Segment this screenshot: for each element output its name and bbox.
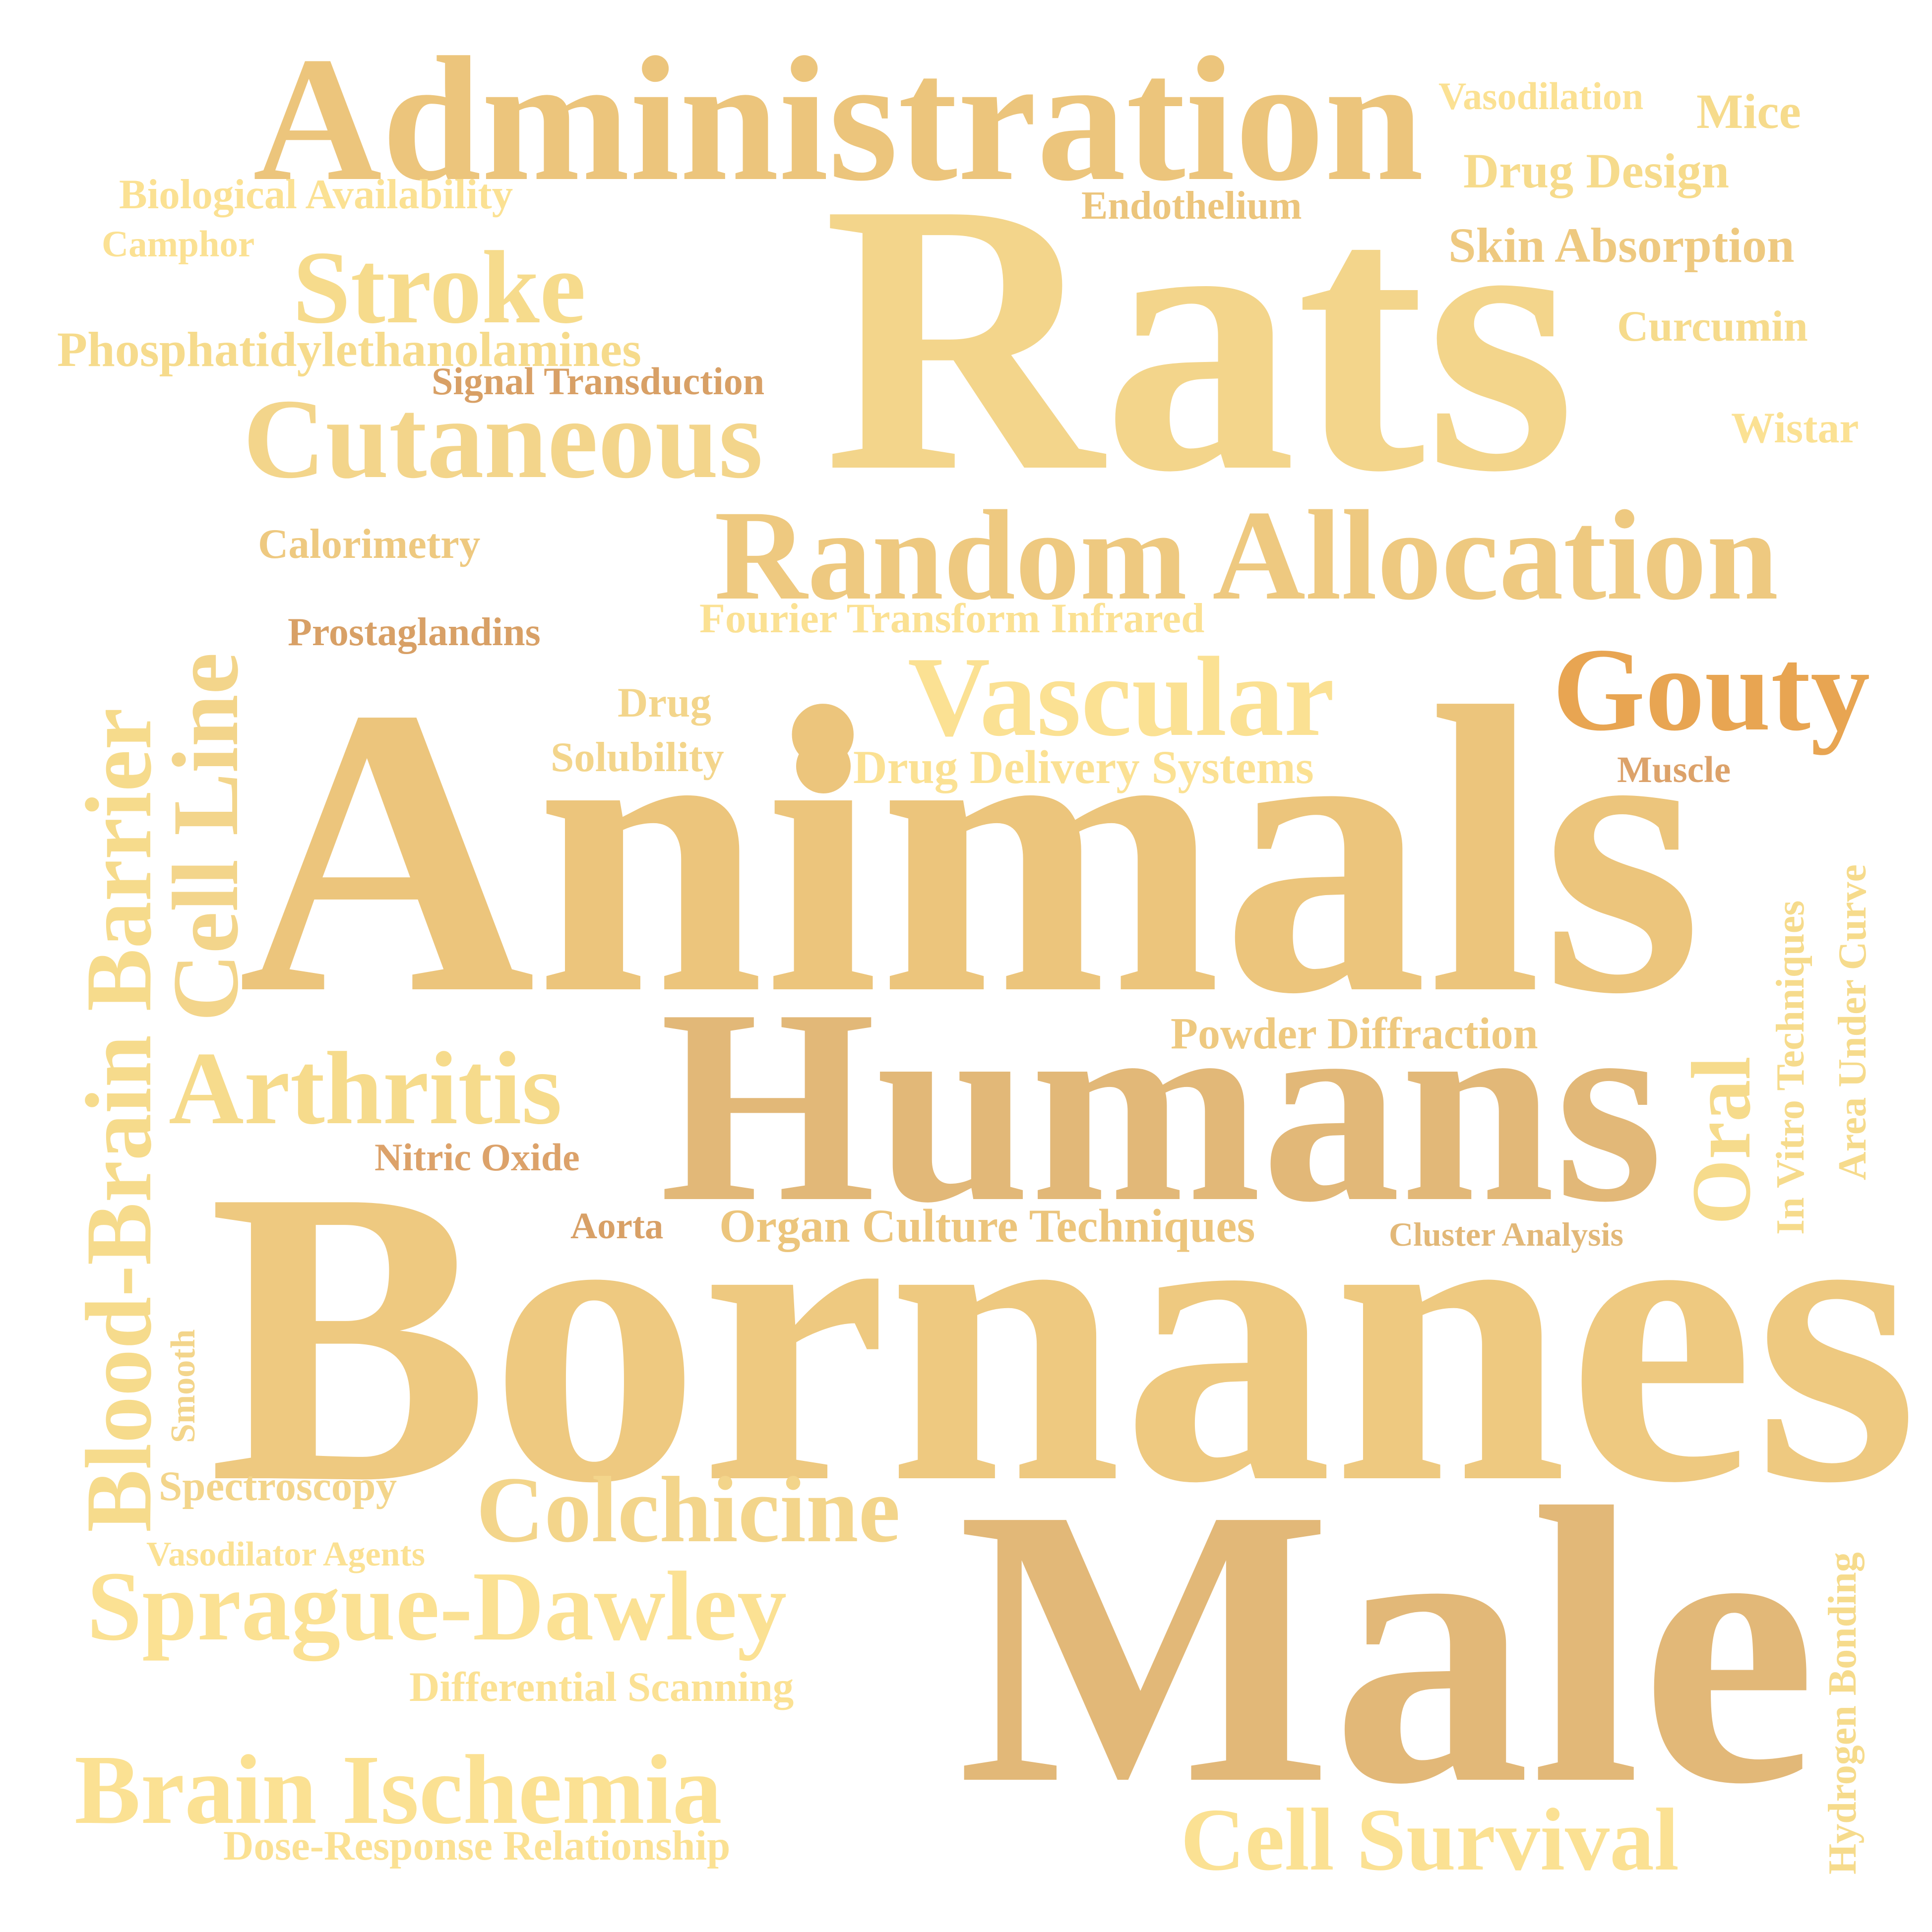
word-camphor: Camphor [102,224,255,265]
word-powder-diffraction: Powder Diffraction [1171,1009,1538,1058]
word-vasodilator-agents: Vasodilator Agents [146,1535,426,1573]
word-spectroscopy: Spectroscopy [159,1463,397,1509]
word-arthritis: Arthritis [169,1031,562,1146]
word-animals: Animals [238,622,1702,1079]
word-prostaglandins: Prostaglandins [288,610,541,654]
word-drug: Drug [618,679,711,726]
bullet-dot [796,739,851,793]
word-cutaneous: Cutaneous [243,375,763,502]
word-drug-design: Drug Design [1463,143,1730,198]
word-vasodilation: Vasodilation [1438,74,1644,118]
word-blood-brain-barrier: Blood-Brain Barrier [67,708,171,1532]
word-mice: Mice [1696,84,1801,139]
word-dose-response-relationship: Dose-Response Relationship [223,1822,731,1869]
word-organ-culture-techniques: Organ Culture Techniques [719,1200,1255,1252]
word-nitric-oxide: Nitric Oxide [374,1136,580,1179]
word-hydrogen-bonding: Hydrogen Bonding [1821,1552,1865,1874]
word-humans: Humans [660,952,1663,1260]
word-drug-delivery-systems: Drug Delivery Systems [853,741,1314,793]
word-skin-absorption: Skin Absorption [1448,218,1795,273]
word-stroke: Stroke [293,230,586,345]
word-random-allocation: Random Allocation [714,484,1779,627]
word-cell-line: Cell Line [154,652,258,1022]
word-phosphatidylethanolamines: Phosphatidylethanolamines [57,322,642,377]
word-gouty: Gouty [1553,623,1870,755]
word-cluster-analysis: Cluster Analysis [1389,1215,1623,1253]
word-muscle: Muscle [1617,749,1731,790]
word-in-vitro-techniques: In Vitro Techniques [1769,900,1812,1235]
word-brain-ischemia: Brain Ischemia [74,1735,722,1845]
word-fourier-transform-infrared: Fourier Transform Infrared [699,595,1205,642]
word-bornanes: Bornanes [208,1103,1919,1570]
word-area-under-curve: Area Under Curve [1831,864,1874,1180]
word-rats: Rats [823,123,1576,551]
word-biological-availability: Biological Availability [119,171,513,218]
word-male: Male [957,1427,1817,1866]
word-vascular: Vascular [908,633,1335,760]
word-smooth: Smooth [164,1329,202,1443]
word-differential-scanning: Differential Scanning [409,1664,794,1710]
word-calorimetry: Calorimetry [258,521,481,567]
word-solubility: Solubility [551,734,724,781]
word-colchicine: Colchicine [476,1458,900,1562]
word-sprague-dawley: Sprague-Dawley [87,1552,787,1661]
word-endothelium: Endothelium [1081,184,1302,228]
word-curcumin: Curcumin [1617,302,1808,351]
word-aorta: Aorta [570,1206,664,1247]
word-oral: Oral [1675,1056,1768,1225]
word-wistar: Wistar [1731,404,1859,452]
word-signal-transduction: Signal Transduction [432,360,765,403]
word-cell-survival: Cell Survival [1181,1790,1680,1889]
word-administration: Administration [253,20,1424,218]
